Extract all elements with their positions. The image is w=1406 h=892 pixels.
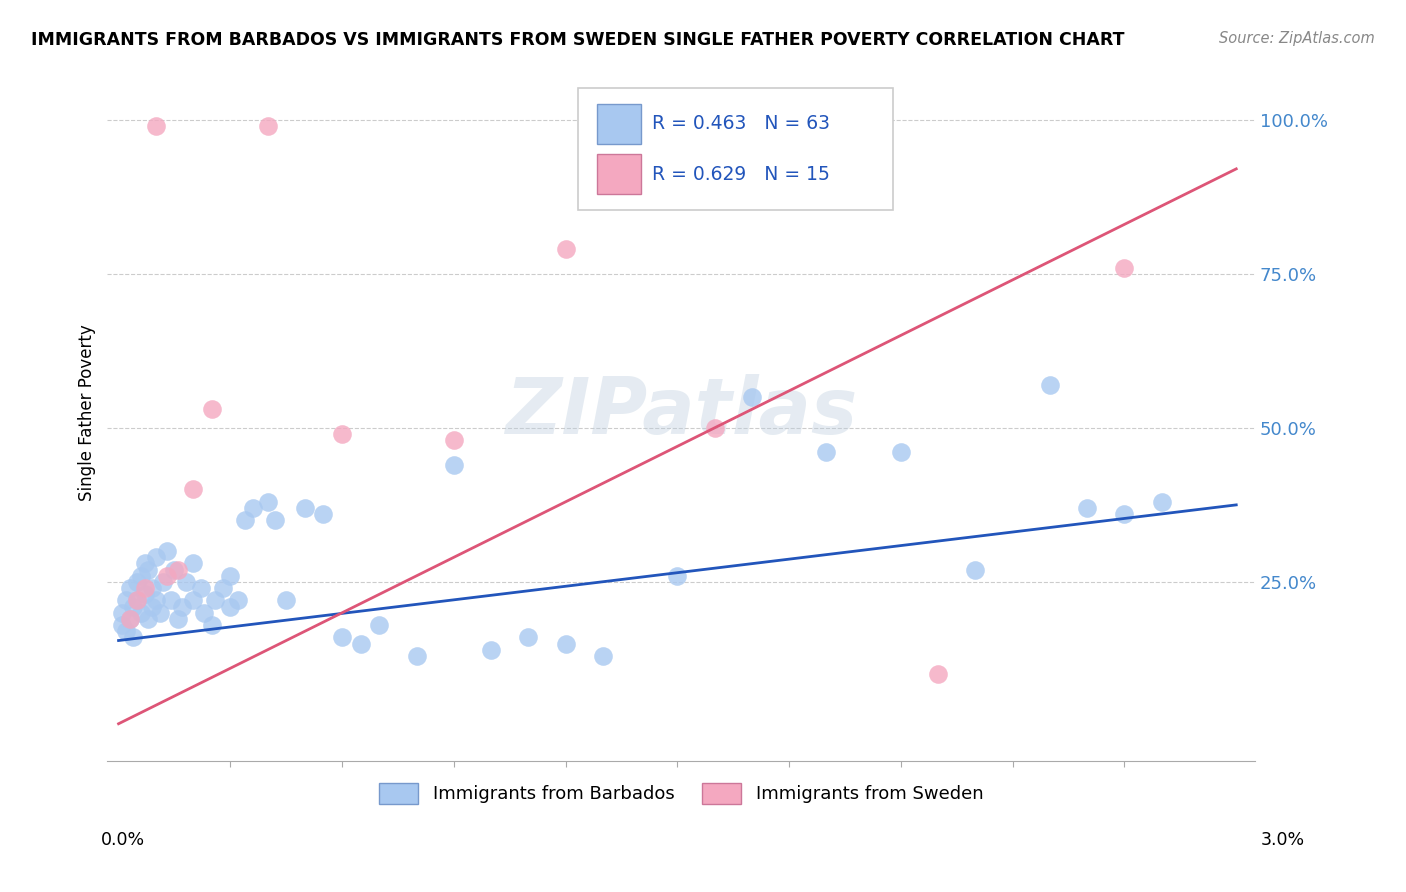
Point — [127, 574, 149, 589]
Point — [1114, 260, 1136, 275]
Point — [111, 618, 134, 632]
Point — [145, 593, 167, 607]
Point — [122, 631, 145, 645]
Point — [264, 513, 287, 527]
Text: R = 0.629   N = 15: R = 0.629 N = 15 — [652, 165, 831, 184]
Point — [703, 421, 725, 435]
Point — [134, 587, 156, 601]
Point — [256, 119, 278, 133]
Point — [148, 606, 170, 620]
Point — [1114, 507, 1136, 521]
Bar — [598, 154, 641, 194]
Point — [294, 500, 316, 515]
Point — [276, 593, 298, 607]
Point — [479, 642, 502, 657]
Point — [204, 593, 226, 607]
Point — [118, 612, 141, 626]
Point — [129, 606, 152, 620]
Point — [118, 581, 141, 595]
Point — [193, 606, 215, 620]
Point — [127, 593, 149, 607]
Bar — [598, 103, 641, 145]
Point — [592, 648, 614, 663]
Legend: Immigrants from Barbados, Immigrants from Sweden: Immigrants from Barbados, Immigrants fro… — [371, 776, 991, 811]
Text: R = 0.463   N = 63: R = 0.463 N = 63 — [652, 114, 831, 134]
Point — [1076, 500, 1098, 515]
Y-axis label: Single Father Poverty: Single Father Poverty — [79, 324, 96, 500]
Point — [129, 568, 152, 582]
Point — [890, 445, 912, 459]
Point — [330, 631, 353, 645]
Point — [127, 593, 149, 607]
Point — [312, 507, 335, 521]
Point — [134, 557, 156, 571]
Text: Source: ZipAtlas.com: Source: ZipAtlas.com — [1219, 31, 1375, 46]
Point — [242, 500, 264, 515]
Point — [159, 593, 181, 607]
Point — [256, 495, 278, 509]
Point — [181, 593, 204, 607]
Point — [666, 568, 689, 582]
Point — [111, 606, 134, 620]
Point — [156, 544, 179, 558]
Point — [554, 637, 576, 651]
Point — [118, 612, 141, 626]
Text: 0.0%: 0.0% — [101, 831, 145, 849]
Point — [138, 612, 160, 626]
Point — [517, 631, 540, 645]
Point — [330, 427, 353, 442]
Point — [122, 599, 145, 614]
Point — [174, 574, 197, 589]
Point — [152, 574, 174, 589]
Point — [134, 581, 156, 595]
Point — [141, 599, 163, 614]
Point — [554, 242, 576, 256]
Point — [145, 119, 167, 133]
Point — [405, 648, 427, 663]
Text: ZIPatlas: ZIPatlas — [505, 375, 858, 450]
Point — [350, 637, 373, 651]
Point — [219, 599, 242, 614]
Text: IMMIGRANTS FROM BARBADOS VS IMMIGRANTS FROM SWEDEN SINGLE FATHER POVERTY CORRELA: IMMIGRANTS FROM BARBADOS VS IMMIGRANTS F… — [31, 31, 1125, 49]
FancyBboxPatch shape — [578, 88, 893, 211]
Point — [170, 599, 193, 614]
Point — [115, 593, 138, 607]
Point — [219, 568, 242, 582]
Point — [145, 550, 167, 565]
Point — [1150, 495, 1173, 509]
Point — [141, 581, 163, 595]
Point — [368, 618, 391, 632]
Point — [138, 563, 160, 577]
Point — [190, 581, 212, 595]
Point — [226, 593, 249, 607]
Point — [167, 612, 190, 626]
Point — [927, 667, 949, 681]
Point — [233, 513, 256, 527]
Point — [443, 433, 465, 447]
Point — [201, 618, 224, 632]
Point — [181, 557, 204, 571]
Point — [741, 390, 763, 404]
Point — [167, 563, 190, 577]
Point — [115, 624, 138, 639]
Point — [815, 445, 838, 459]
Point — [181, 483, 204, 497]
Point — [201, 402, 224, 417]
Point — [1039, 377, 1062, 392]
Point — [212, 581, 235, 595]
Text: 3.0%: 3.0% — [1261, 831, 1305, 849]
Point — [965, 563, 987, 577]
Point — [156, 568, 179, 582]
Point — [163, 563, 186, 577]
Point — [443, 458, 465, 472]
